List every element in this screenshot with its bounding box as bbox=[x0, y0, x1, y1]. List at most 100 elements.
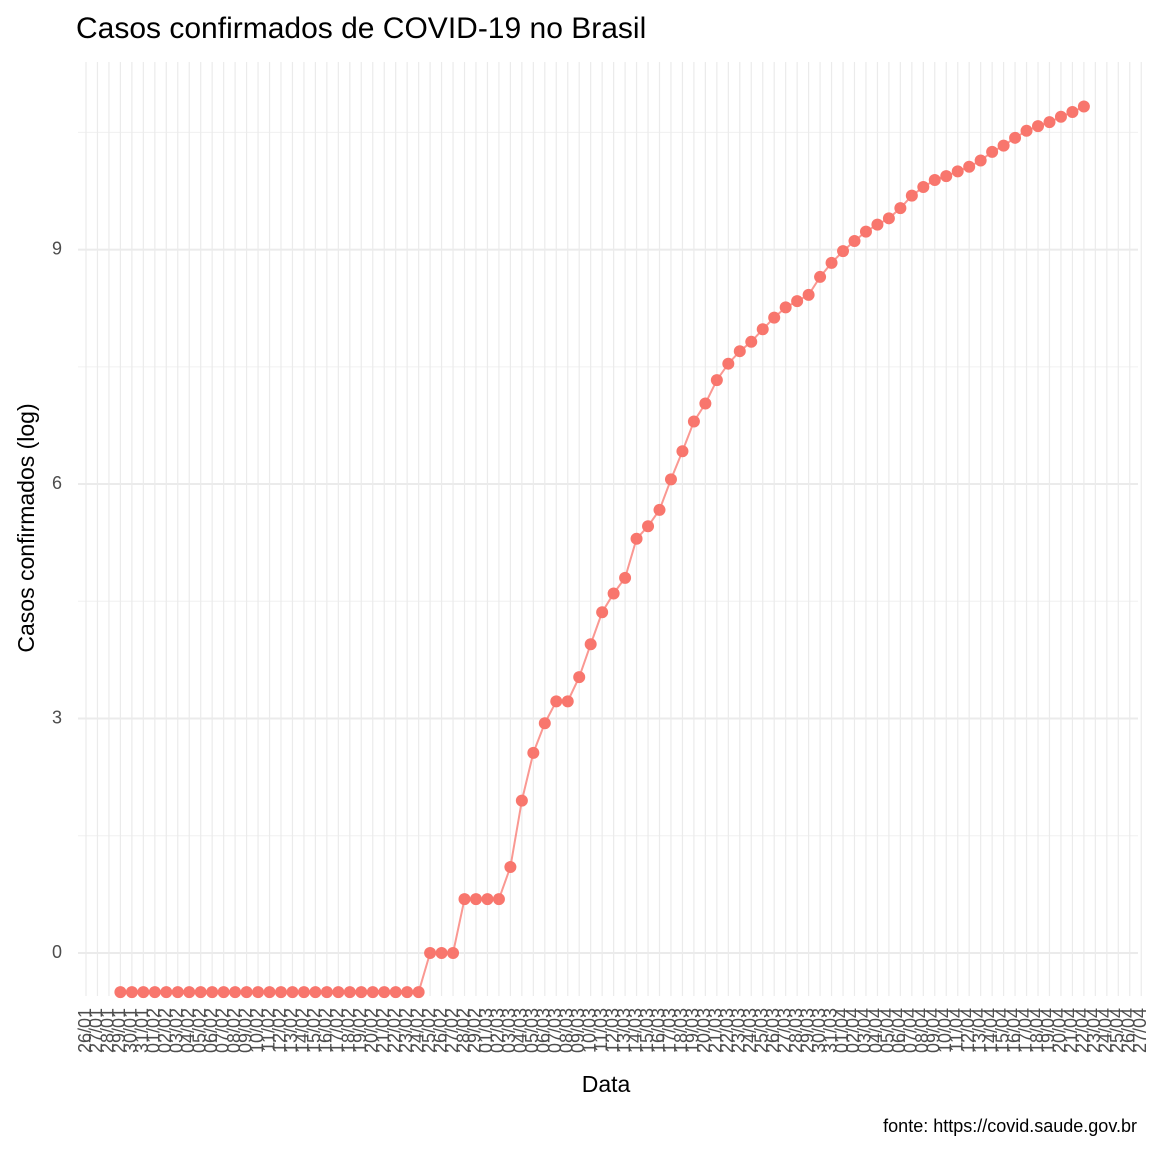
x-tick-label: 18/02 bbox=[339, 1008, 359, 1053]
x-tick-label: 12/02 bbox=[270, 1008, 290, 1053]
point bbox=[297, 986, 310, 999]
x-tick-label: 18/03 bbox=[671, 1008, 691, 1053]
point bbox=[653, 503, 666, 516]
point bbox=[1020, 124, 1033, 137]
x-tick-label: 08/02 bbox=[224, 1008, 244, 1053]
x-tick-label: 23/03 bbox=[729, 1008, 749, 1053]
x-tick-label: 27/04 bbox=[1130, 1008, 1150, 1053]
point bbox=[171, 986, 184, 999]
x-tick-label: 10/03 bbox=[579, 1008, 599, 1053]
point bbox=[320, 986, 333, 999]
point bbox=[114, 986, 127, 999]
point bbox=[504, 861, 517, 874]
x-tick-label: 17/02 bbox=[327, 1008, 347, 1053]
point bbox=[1066, 106, 1079, 119]
x-tick-label: 04/03 bbox=[511, 1008, 531, 1053]
point bbox=[664, 473, 677, 486]
point bbox=[871, 218, 884, 231]
x-tick-label: 10/04 bbox=[935, 1008, 955, 1053]
point bbox=[848, 234, 861, 247]
point bbox=[217, 986, 230, 999]
x-tick-label: 26/04 bbox=[1119, 1008, 1139, 1053]
x-tick-label: 19/02 bbox=[350, 1008, 370, 1053]
point bbox=[366, 986, 379, 999]
point bbox=[332, 986, 345, 999]
x-tick-label: 19/03 bbox=[683, 1008, 703, 1053]
x-tick-label: 23/04 bbox=[1084, 1008, 1104, 1053]
point bbox=[882, 212, 895, 225]
point bbox=[825, 256, 838, 269]
x-tick-label: 19/04 bbox=[1038, 1008, 1058, 1053]
x-tick-label: 16/04 bbox=[1004, 1008, 1024, 1053]
point bbox=[424, 947, 437, 960]
point bbox=[252, 986, 265, 999]
point bbox=[940, 170, 953, 183]
x-tick-label: 13/04 bbox=[969, 1008, 989, 1053]
point bbox=[469, 893, 482, 906]
point bbox=[986, 145, 999, 158]
x-tick-label: 29/01 bbox=[109, 1008, 129, 1053]
x-tick-label: 04/02 bbox=[178, 1008, 198, 1053]
x-tick-label: 06/03 bbox=[534, 1008, 554, 1053]
x-tick-label: 22/02 bbox=[384, 1008, 404, 1053]
x-tick-label: 26/03 bbox=[763, 1008, 783, 1053]
point bbox=[309, 986, 322, 999]
point bbox=[527, 746, 540, 759]
point bbox=[687, 415, 700, 428]
point bbox=[676, 445, 689, 458]
x-tick-label: 28/02 bbox=[453, 1008, 473, 1053]
x-tick-label: 20/02 bbox=[362, 1008, 382, 1053]
point bbox=[263, 986, 276, 999]
x-tick-label: 05/03 bbox=[522, 1008, 542, 1053]
point bbox=[240, 986, 253, 999]
x-tick-label: 12/03 bbox=[602, 1008, 622, 1053]
point bbox=[779, 301, 792, 314]
x-tick-label: 02/03 bbox=[488, 1008, 508, 1053]
point bbox=[596, 606, 609, 619]
x-tick-label: 28/01 bbox=[98, 1008, 118, 1053]
x-tick-label: 27/03 bbox=[774, 1008, 794, 1053]
x-tick-label: 21/02 bbox=[373, 1008, 393, 1053]
x-tick-label: 10/02 bbox=[247, 1008, 267, 1053]
x-tick-label: 03/03 bbox=[499, 1008, 519, 1053]
point bbox=[1077, 100, 1090, 113]
x-tick-label: 02/04 bbox=[843, 1008, 863, 1053]
point bbox=[492, 893, 505, 906]
y-tick-label: 3 bbox=[52, 707, 62, 727]
x-tick-label: 17/04 bbox=[1015, 1008, 1035, 1053]
point bbox=[447, 947, 460, 960]
x-tick-label: 30/03 bbox=[809, 1008, 829, 1053]
x-tick-label: 21/03 bbox=[706, 1008, 726, 1053]
point bbox=[401, 986, 414, 999]
x-tick-label: 15/02 bbox=[304, 1008, 324, 1053]
point bbox=[905, 189, 918, 202]
x-tick-label: 05/04 bbox=[878, 1008, 898, 1053]
point bbox=[814, 270, 827, 283]
x-tick-label: 22/04 bbox=[1073, 1008, 1093, 1053]
x-tick-label: 13/02 bbox=[281, 1008, 301, 1053]
point bbox=[837, 245, 850, 258]
point bbox=[160, 986, 173, 999]
x-tick-label: 29/03 bbox=[797, 1008, 817, 1053]
x-tick-label: 24/03 bbox=[740, 1008, 760, 1053]
x-tick-label: 25/03 bbox=[751, 1008, 771, 1053]
x-tick-label: 30/01 bbox=[121, 1008, 141, 1053]
point bbox=[699, 397, 712, 410]
x-tick-label: 25/02 bbox=[419, 1008, 439, 1053]
point bbox=[607, 587, 620, 600]
x-tick-label: 26/01 bbox=[75, 1008, 95, 1053]
point bbox=[125, 986, 138, 999]
x-tick-label: 02/02 bbox=[155, 1008, 175, 1053]
x-tick-label: 13/03 bbox=[614, 1008, 634, 1053]
x-tick-label: 09/04 bbox=[924, 1008, 944, 1053]
x-tick-label: 26/02 bbox=[430, 1008, 450, 1053]
x-tick-label: 24/02 bbox=[407, 1008, 427, 1053]
x-tick-label: 09/02 bbox=[235, 1008, 255, 1053]
point bbox=[573, 671, 586, 684]
point bbox=[756, 323, 769, 336]
x-tick-label: 12/04 bbox=[958, 1008, 978, 1053]
x-tick-label: 20/03 bbox=[694, 1008, 714, 1053]
point bbox=[515, 794, 528, 807]
y-tick-label: 9 bbox=[52, 238, 62, 258]
